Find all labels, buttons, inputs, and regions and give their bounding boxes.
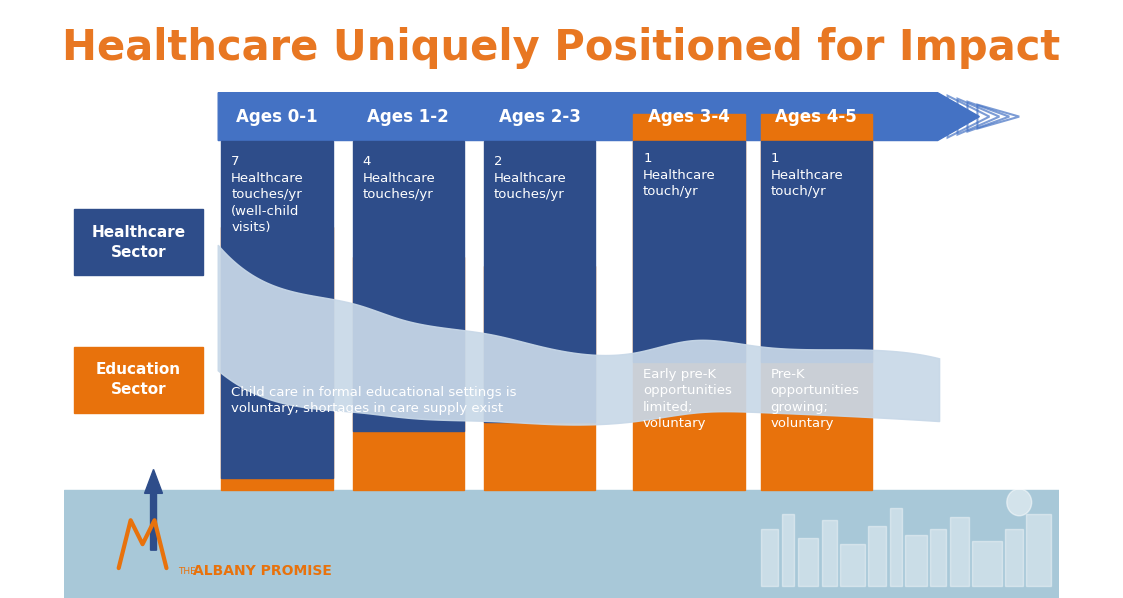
Text: Healthcare
Sector: Healthcare Sector — [92, 225, 185, 260]
Bar — [1005, 529, 1023, 586]
Text: 2
Healthcare
touches/yr: 2 Healthcare touches/yr — [494, 155, 567, 202]
Bar — [822, 520, 837, 586]
Bar — [868, 526, 886, 586]
Bar — [484, 141, 595, 422]
Text: Ages 3-4: Ages 3-4 — [648, 108, 730, 126]
Text: Healthcare Uniquely Positioned for Impact: Healthcare Uniquely Positioned for Impac… — [63, 27, 1060, 69]
Bar — [798, 538, 819, 586]
Text: 4
Healthcare
touches/yr: 4 Healthcare touches/yr — [363, 155, 436, 202]
FancyArrow shape — [145, 469, 163, 550]
Bar — [783, 514, 794, 586]
Bar — [1026, 514, 1051, 586]
Text: THE: THE — [179, 566, 197, 576]
Bar — [353, 141, 464, 431]
Text: Child care in formal educational settings is
voluntary; shortages in care supply: Child care in formal educational setting… — [231, 386, 517, 415]
Bar — [950, 517, 969, 586]
Bar — [74, 209, 203, 275]
Text: Ages 4-5: Ages 4-5 — [775, 108, 857, 126]
Bar — [74, 347, 203, 413]
Bar — [840, 544, 865, 586]
Text: Ages 0-1: Ages 0-1 — [236, 108, 318, 126]
Bar — [973, 541, 1003, 586]
Text: Pre-K
opportunities
growing;
voluntary: Pre-K opportunities growing; voluntary — [770, 368, 859, 431]
Bar — [889, 508, 902, 586]
Bar — [353, 257, 464, 490]
Bar — [484, 266, 595, 490]
Bar — [64, 490, 1059, 598]
Bar — [905, 535, 926, 586]
Bar — [760, 114, 871, 490]
Text: 1
Healthcare
touch/yr: 1 Healthcare touch/yr — [770, 152, 843, 199]
Ellipse shape — [1007, 489, 1032, 515]
Polygon shape — [218, 245, 940, 425]
Bar — [633, 141, 745, 362]
Text: ALBANY PROMISE: ALBANY PROMISE — [193, 564, 332, 578]
Bar — [930, 529, 946, 586]
Bar — [760, 529, 778, 586]
Text: 7
Healthcare
touches/yr
(well-child
visits): 7 Healthcare touches/yr (well-child visi… — [231, 155, 304, 234]
Bar — [221, 141, 332, 478]
Text: Education
Sector: Education Sector — [97, 362, 181, 397]
Bar — [760, 141, 871, 362]
Text: Ages 2-3: Ages 2-3 — [499, 108, 581, 126]
Text: Early pre-K
opportunities
limited;
voluntary: Early pre-K opportunities limited; volun… — [643, 368, 732, 431]
Polygon shape — [218, 93, 979, 141]
Bar — [633, 114, 745, 490]
Bar — [221, 227, 332, 490]
Text: 1
Healthcare
touch/yr: 1 Healthcare touch/yr — [643, 152, 715, 199]
Text: Ages 1-2: Ages 1-2 — [367, 108, 449, 126]
